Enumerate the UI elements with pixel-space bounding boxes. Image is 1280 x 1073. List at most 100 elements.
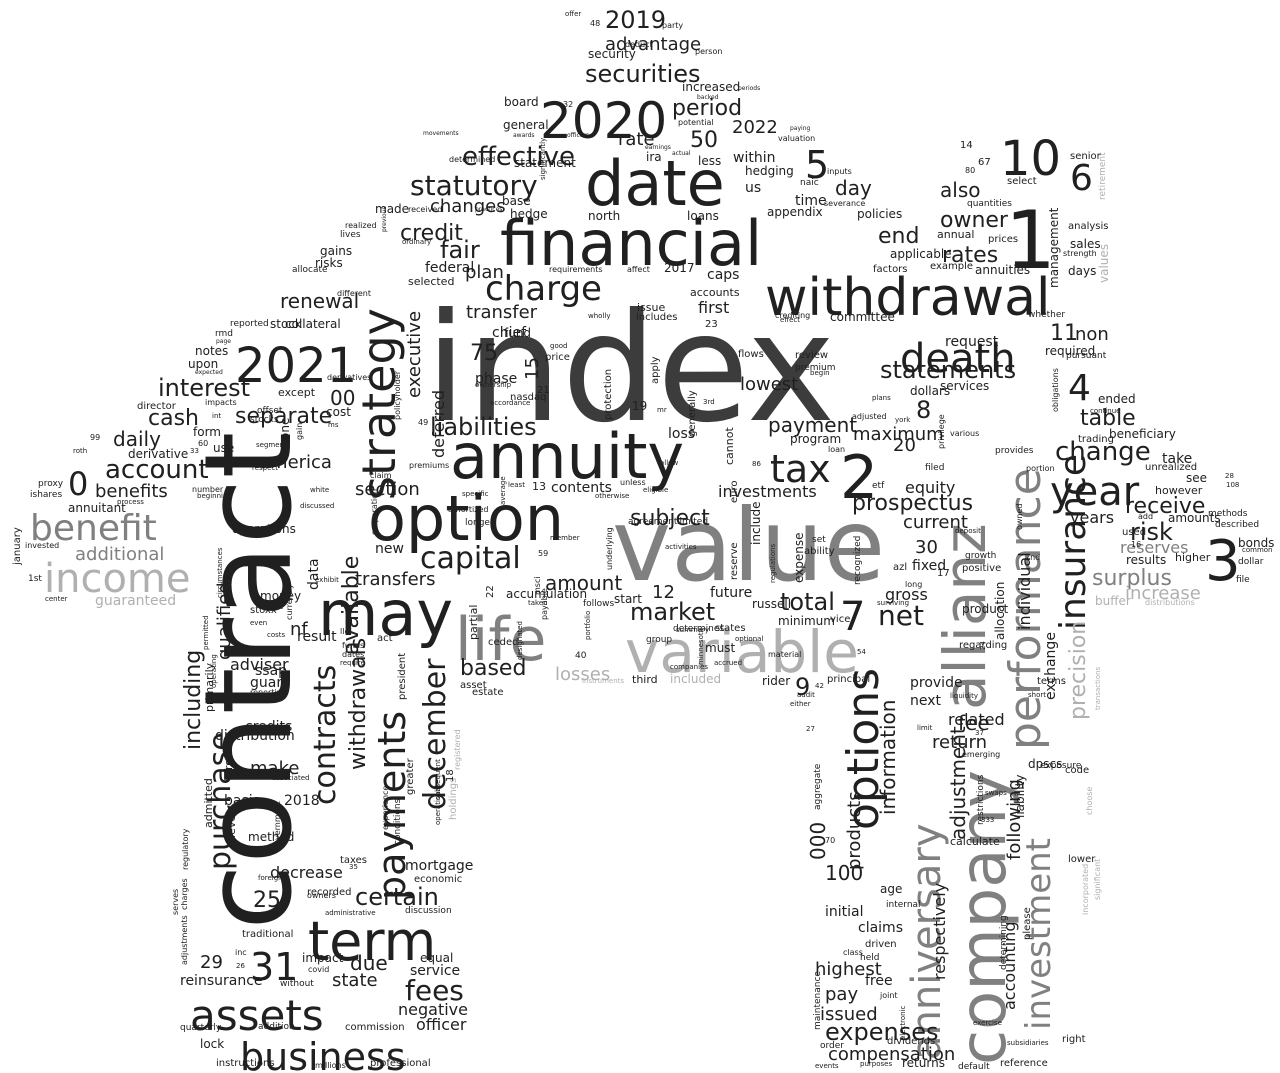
word-charge: charge: [485, 269, 602, 309]
word-factors: factors: [873, 264, 908, 275]
word-exchange: exchange: [1043, 632, 1059, 700]
word-optional: optional: [735, 635, 763, 643]
word-18: 18: [445, 769, 456, 782]
word-year: year: [1050, 469, 1140, 515]
word-asset: asset: [460, 680, 487, 691]
word-add: add: [1138, 512, 1153, 521]
word-premium: premium: [795, 363, 836, 373]
word-28: 28: [1225, 472, 1234, 480]
word-performance: performance: [1000, 468, 1051, 750]
word-amount: amount: [545, 571, 622, 595]
word-form: form: [193, 425, 221, 439]
word-60: 60: [198, 439, 208, 448]
word-cannot: cannot: [723, 427, 736, 465]
word-section: section: [355, 479, 420, 500]
word-respectively: respectively: [930, 883, 949, 980]
word-daily: daily: [113, 427, 161, 451]
word-current: current: [903, 512, 968, 533]
word-transfer: transfer: [466, 302, 538, 323]
word-determining: determining: [999, 915, 1009, 970]
word-assets: assets: [190, 991, 324, 1040]
word-act: act: [377, 633, 393, 644]
word-products: products: [844, 791, 865, 870]
word-associated: associated: [272, 774, 309, 782]
word-withdrawals: withdrawals: [346, 638, 371, 770]
word-requirements: requirements: [549, 265, 603, 274]
word-recognized: recognized: [853, 536, 863, 585]
word-fees: fees: [405, 974, 464, 1007]
word-must: must: [705, 641, 736, 655]
word-charges: charges: [180, 878, 189, 910]
word-limited: limited: [677, 517, 708, 527]
word-portfolio: portfolio: [584, 611, 592, 640]
word-15: 15: [522, 357, 543, 380]
word-group: group: [646, 635, 672, 645]
word-3: 3: [1205, 529, 1241, 594]
word-foreign: foreign: [258, 874, 283, 882]
word-26: 26: [236, 962, 245, 970]
word-account: account: [105, 455, 209, 485]
word-use: use: [213, 441, 234, 455]
word-member: member: [550, 534, 580, 542]
word-apply: apply: [650, 356, 661, 384]
word-net: net: [878, 599, 924, 632]
word-subsidiaries: subsidiaries: [1007, 1039, 1049, 1047]
word-payments: payments: [370, 711, 414, 900]
word-bonds: bonds: [1238, 536, 1274, 550]
word-derivative: derivative: [128, 447, 188, 461]
word-applicable: applicable: [890, 247, 952, 261]
word-number: number: [192, 485, 224, 494]
word-1: 1: [1005, 194, 1056, 287]
word-annuity: annuity: [450, 420, 684, 493]
word-activities: activities: [665, 543, 697, 551]
word-conditions: conditions: [393, 798, 403, 845]
word-new: new: [375, 541, 404, 557]
word-capital: capital: [420, 541, 521, 576]
word-earnings: earnings: [645, 144, 671, 151]
word-pay: pay: [825, 984, 858, 1005]
word-333: 333: [981, 816, 994, 824]
word-allocation: allocation: [993, 582, 1007, 640]
word-lives: lives: [340, 230, 361, 240]
word-admitted: admitted: [202, 778, 215, 828]
word-class: class: [843, 948, 863, 957]
word-addition: addition: [258, 1022, 295, 1032]
word-11: 11: [1050, 321, 1078, 346]
word-2nd: 2nd: [1025, 553, 1040, 562]
word-42: 42: [815, 682, 824, 690]
word-include: include: [749, 502, 763, 545]
word-file: file: [1236, 575, 1250, 585]
word-protection: protection: [603, 369, 614, 420]
word-effective: effective: [462, 142, 575, 172]
word-due: due: [350, 951, 388, 975]
word-follows: follows: [583, 599, 615, 609]
word-designated: designated: [516, 621, 524, 660]
word-realized: realized: [345, 221, 377, 230]
word-ownership: ownership: [475, 381, 512, 389]
word-good: good: [550, 342, 567, 350]
word-ordinary: ordinary: [402, 238, 431, 246]
word-however: however: [1155, 484, 1203, 497]
word-financial: financial: [500, 207, 762, 280]
word-buffer: buffer: [1095, 594, 1131, 608]
word-internal: internal: [886, 900, 921, 910]
word-27: 27: [806, 725, 815, 733]
word-impact: impact: [302, 951, 344, 965]
word-renewal: renewal: [280, 289, 359, 313]
word-money: money: [260, 589, 301, 603]
word-rider: rider: [762, 674, 790, 688]
word-growth: growth: [965, 551, 996, 561]
word-risks: risks: [315, 256, 343, 270]
word-analysis: analysis: [1068, 221, 1109, 232]
word-higher: higher: [1175, 551, 1211, 564]
word-operating: operating: [210, 654, 218, 688]
word-reporting: reporting: [250, 688, 287, 697]
word-8: 8: [916, 396, 931, 424]
word-equal: equal: [420, 951, 453, 965]
word-33: 33: [190, 447, 199, 455]
word-reserves: reserves: [1120, 538, 1188, 557]
word-3rd: 3rd: [703, 398, 715, 406]
word-surviving: surviving: [877, 599, 909, 607]
word-liabilities: liabilities: [430, 413, 537, 441]
word-values: values: [1097, 244, 1111, 283]
